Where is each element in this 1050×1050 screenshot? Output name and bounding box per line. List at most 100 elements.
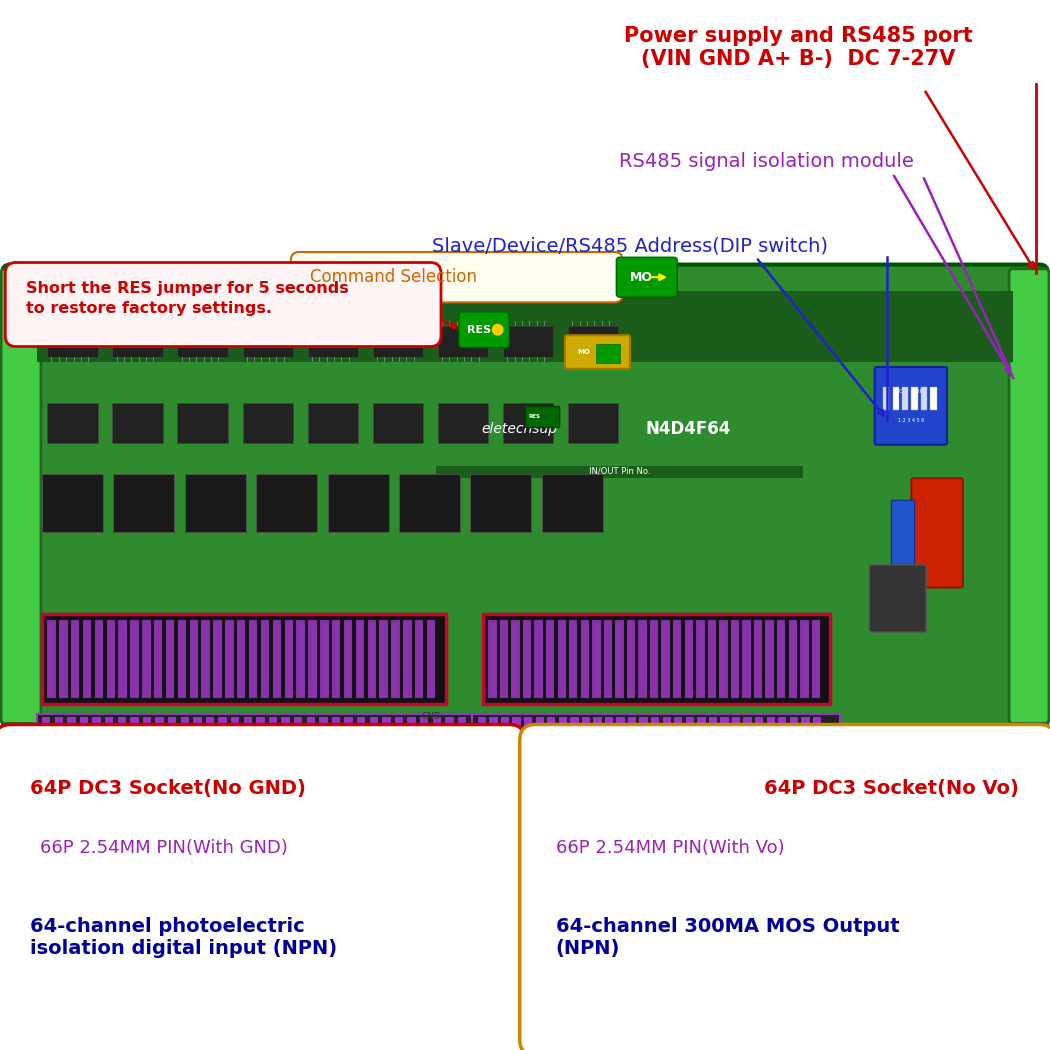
Bar — [500, 620, 508, 698]
Bar — [403, 620, 412, 698]
Bar — [308, 402, 358, 443]
Bar — [392, 620, 400, 698]
Bar — [708, 620, 716, 698]
FancyBboxPatch shape — [0, 724, 525, 1050]
Text: Power supply and RS485 port
(VIN GND A+ B-)  DC 7-27V: Power supply and RS485 port (VIN GND A+ … — [624, 26, 972, 69]
Bar — [370, 717, 378, 742]
Bar — [177, 326, 228, 357]
Bar — [119, 620, 127, 698]
Text: Command Selection: Command Selection — [310, 268, 477, 287]
FancyBboxPatch shape — [5, 262, 441, 346]
Bar — [107, 620, 114, 698]
Text: N4D4F64: N4D4F64 — [645, 420, 731, 438]
Bar — [143, 717, 151, 742]
Bar — [112, 402, 163, 443]
Bar — [542, 475, 603, 532]
Bar — [662, 620, 670, 698]
Bar — [628, 717, 636, 742]
Bar — [269, 717, 277, 742]
Bar — [436, 466, 803, 479]
FancyBboxPatch shape — [616, 257, 677, 297]
FancyBboxPatch shape — [2, 265, 1048, 728]
Text: 66P 2.54MM PIN(With GND): 66P 2.54MM PIN(With GND) — [40, 839, 289, 857]
Text: 64P DC3 Socket(No GND): 64P DC3 Socket(No GND) — [30, 779, 307, 798]
Bar — [256, 475, 317, 532]
Bar — [720, 717, 729, 742]
Bar — [812, 620, 820, 698]
Bar — [373, 326, 423, 357]
Bar — [777, 620, 785, 698]
Bar — [790, 717, 798, 742]
Bar — [142, 620, 150, 698]
Bar — [420, 717, 428, 742]
Bar — [71, 620, 80, 698]
Bar — [483, 614, 830, 704]
Bar — [166, 620, 174, 698]
Bar — [328, 475, 388, 532]
Bar — [470, 475, 531, 532]
Bar — [307, 717, 315, 742]
Bar — [536, 717, 544, 742]
Bar — [218, 717, 227, 742]
Bar — [568, 402, 618, 443]
Bar — [800, 620, 808, 698]
Bar — [433, 717, 441, 742]
Bar — [615, 620, 624, 698]
Bar — [458, 717, 466, 742]
Text: Short the RES jumper for 5 seconds
to restore factory settings.: Short the RES jumper for 5 seconds to re… — [26, 281, 349, 316]
Bar — [501, 717, 509, 742]
Bar — [185, 475, 246, 532]
Bar — [547, 717, 555, 742]
Bar — [511, 620, 520, 698]
Text: MO: MO — [630, 271, 653, 284]
Bar — [308, 326, 358, 357]
Bar — [596, 343, 620, 362]
Bar — [742, 620, 751, 698]
Text: ON  DIP: ON DIP — [899, 388, 923, 394]
Bar — [472, 714, 840, 745]
Bar — [616, 717, 625, 742]
Bar — [47, 620, 56, 698]
Bar — [155, 717, 164, 742]
Text: IN/OUT Pin No.: IN/OUT Pin No. — [589, 466, 650, 476]
Bar — [83, 620, 91, 698]
Bar — [685, 620, 693, 698]
Bar — [92, 717, 101, 742]
Bar — [47, 326, 98, 357]
Bar — [525, 406, 559, 427]
Bar — [343, 620, 352, 698]
Bar — [118, 717, 126, 742]
Bar — [193, 717, 202, 742]
Bar — [177, 402, 228, 443]
Bar — [113, 475, 174, 532]
Bar — [206, 717, 214, 742]
Bar — [427, 620, 436, 698]
Text: RS485 signal isolation module: RS485 signal isolation module — [620, 152, 914, 171]
Bar — [523, 620, 531, 698]
Bar — [570, 717, 579, 742]
Bar — [709, 717, 717, 742]
Bar — [67, 717, 76, 742]
Bar — [273, 620, 281, 698]
Text: MO: MO — [578, 349, 590, 355]
Text: eletecnsup: eletecnsup — [482, 422, 558, 436]
Bar — [488, 620, 497, 698]
Bar — [930, 387, 937, 410]
FancyBboxPatch shape — [891, 500, 915, 565]
Text: 64-channel 300MA MOS Output
(NPN): 64-channel 300MA MOS Output (NPN) — [555, 918, 899, 959]
Bar — [638, 620, 647, 698]
Bar — [789, 620, 797, 698]
Bar — [80, 717, 88, 742]
Bar — [42, 614, 446, 704]
FancyBboxPatch shape — [520, 724, 1050, 1050]
Text: Slave/Device/RS485 Address(DIP switch): Slave/Device/RS485 Address(DIP switch) — [432, 236, 828, 255]
Bar — [382, 717, 391, 742]
Bar — [407, 717, 416, 742]
FancyBboxPatch shape — [869, 565, 926, 632]
Bar — [696, 620, 705, 698]
Bar — [604, 620, 612, 698]
FancyBboxPatch shape — [1, 269, 41, 723]
Bar — [755, 717, 763, 742]
Bar — [892, 387, 899, 410]
Bar — [256, 717, 265, 742]
